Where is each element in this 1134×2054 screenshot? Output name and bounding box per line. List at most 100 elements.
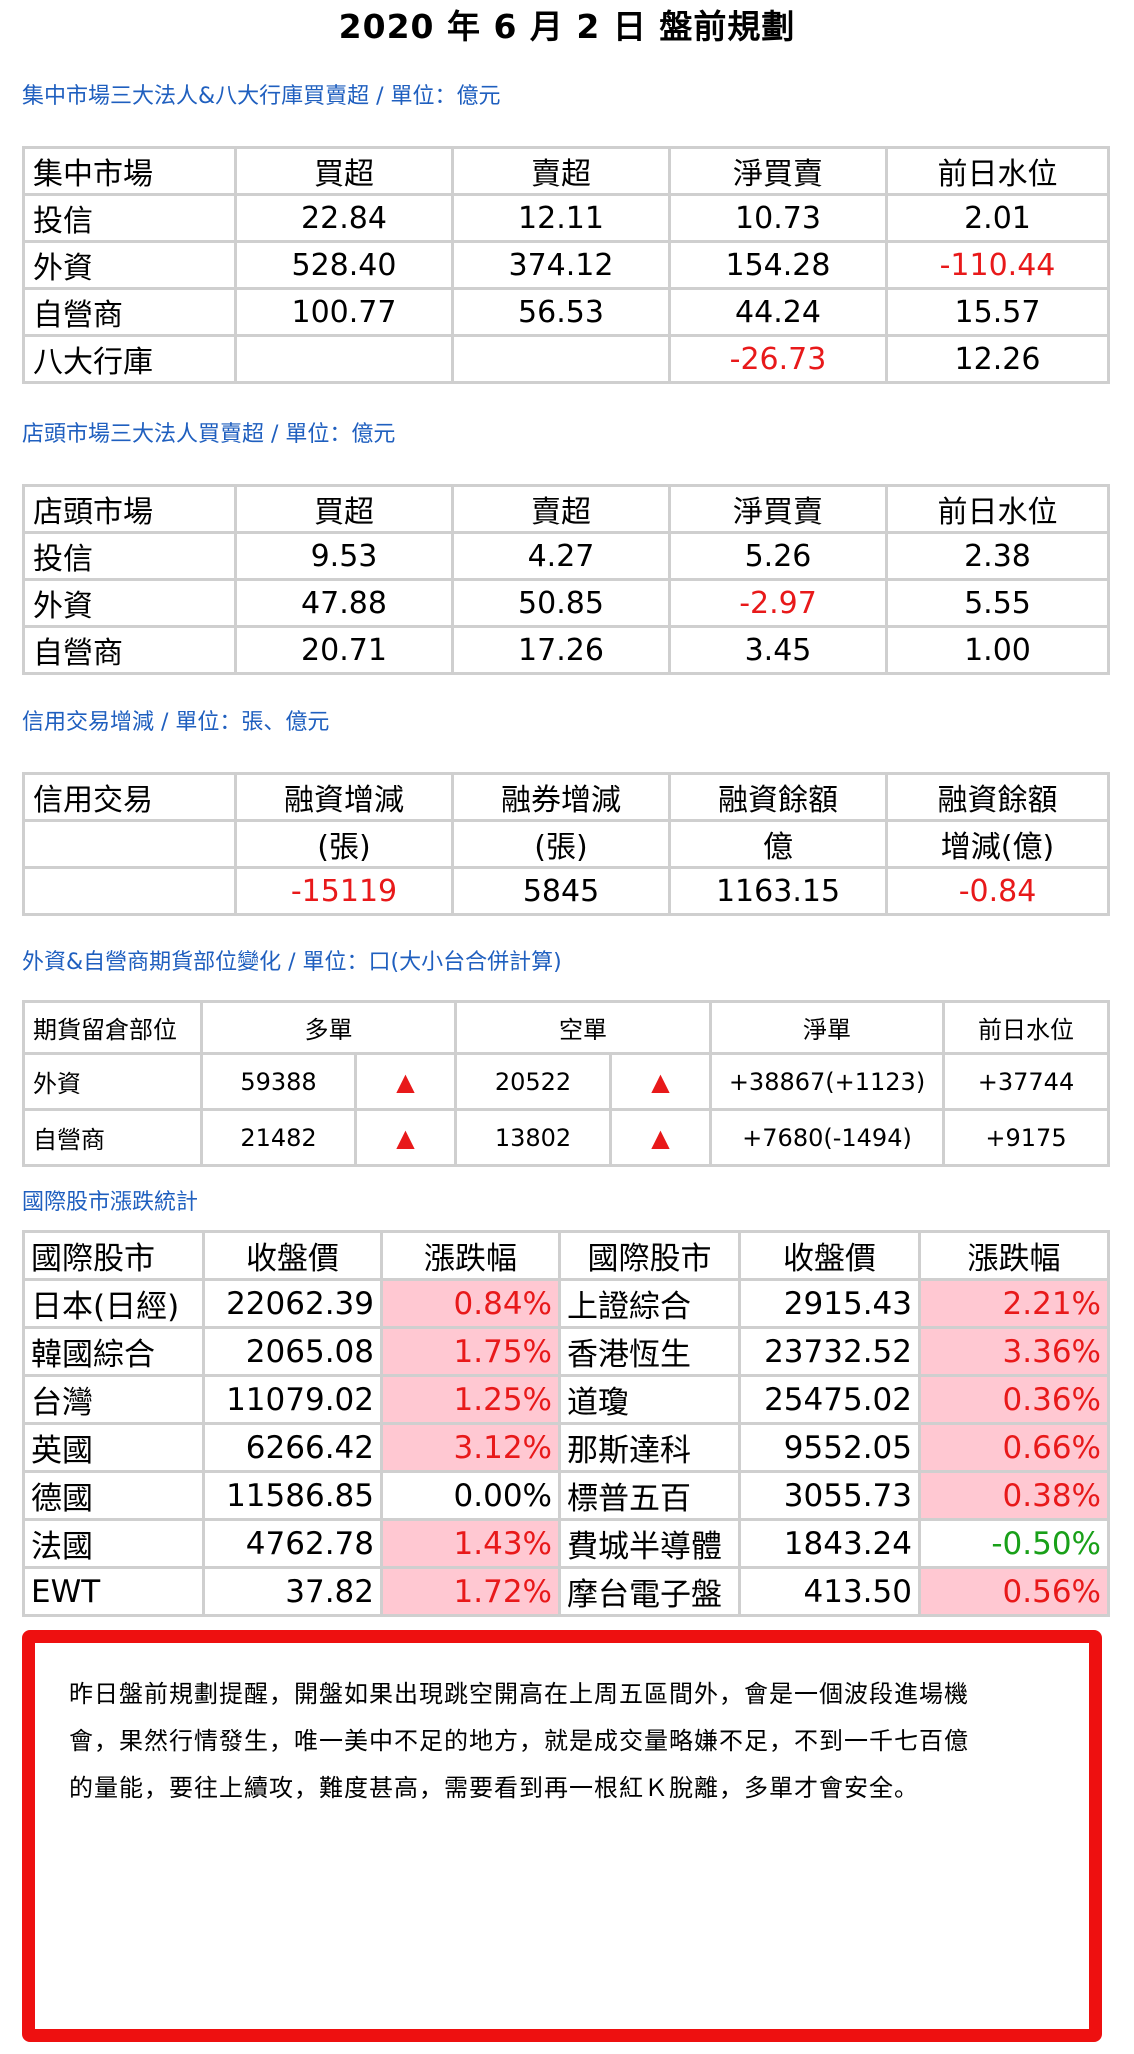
- close-price: 413.50: [738, 1566, 921, 1617]
- row-label: 投信: [22, 193, 237, 243]
- header-cell: 買超: [234, 484, 454, 534]
- table-header-row: 信用交易 融資增減 融券增減 融資餘額 融資餘額: [22, 772, 1110, 822]
- table-row: 日本(日經) 22062.39 0.84% 上證綜合 2915.43 2.21%: [22, 1278, 1110, 1329]
- market-name: 上證綜合: [558, 1278, 741, 1329]
- close-price: 6266.42: [202, 1422, 383, 1473]
- row-label: 外資: [22, 1052, 203, 1111]
- value-cell: -2.97: [668, 578, 888, 628]
- futures-position-caption: 外資&自營商期貨部位變化 / 單位：口(大小台合併計算): [22, 950, 562, 975]
- change-pct: 0.84%: [380, 1278, 561, 1329]
- value-cell: 100.77: [234, 287, 454, 337]
- value-cell: 56.53: [451, 287, 671, 337]
- row-label: 自營商: [22, 287, 237, 337]
- close-price: 11079.02: [202, 1374, 383, 1425]
- close-price: 1843.24: [738, 1518, 921, 1569]
- value-cell: 2.38: [885, 531, 1110, 581]
- header-cell: 國際股市: [22, 1230, 205, 1281]
- market-name: EWT: [22, 1566, 205, 1617]
- row-label: 八大行庫: [22, 334, 237, 384]
- table-row: 八大行庫 -26.73 12.26: [22, 334, 1110, 384]
- table-row: 德國 11586.85 0.00% 標普五百 3055.73 0.38%: [22, 1470, 1110, 1521]
- table-row: 自營商 20.71 17.26 3.45 1.00: [22, 625, 1110, 675]
- table-row: 外資 47.88 50.85 -2.97 5.55: [22, 578, 1110, 628]
- header-cell: 淨買賣: [668, 484, 888, 534]
- market-name: 香港恆生: [558, 1326, 741, 1377]
- value-cell: [22, 866, 237, 916]
- table-row: 外資 528.40 374.12 154.28 -110.44: [22, 240, 1110, 290]
- value-cell: 374.12: [451, 240, 671, 290]
- value-cell: 13802: [454, 1108, 612, 1167]
- change-pct: -0.50%: [918, 1518, 1110, 1569]
- market-name: 標普五百: [558, 1470, 741, 1521]
- change-pct: 3.12%: [380, 1422, 561, 1473]
- market-name: 德國: [22, 1470, 205, 1521]
- futures-position-table: 期貨留倉部位 多單 空單 淨單 前日水位 外資 59388 ▲ 20522 ▲ …: [22, 1000, 1110, 1167]
- row-label: 外資: [22, 578, 237, 628]
- close-price: 23732.52: [738, 1326, 921, 1377]
- close-price: 3055.73: [738, 1470, 921, 1521]
- margin-trading-table: 信用交易 融資增減 融券增減 融資餘額 融資餘額 (張) (張) 億 增減(億)…: [22, 772, 1110, 916]
- row-label: 外資: [22, 240, 237, 290]
- change-pct: 0.56%: [918, 1566, 1110, 1617]
- header-cell: 收盤價: [202, 1230, 383, 1281]
- value-cell: 3.45: [668, 625, 888, 675]
- header-cell: 店頭市場: [22, 484, 237, 534]
- intl-market-caption: 國際股市漲跌統計: [22, 1190, 199, 1215]
- value-cell: 5.55: [885, 578, 1110, 628]
- change-pct: 0.36%: [918, 1374, 1110, 1425]
- market-name: 日本(日經): [22, 1278, 205, 1329]
- subheader-cell: 億: [668, 819, 888, 869]
- header-cell: 買超: [234, 146, 454, 196]
- commentary-line: 昨日盤前規劃提醒，開盤如果出現跳空開高在上周五區間外，會是一個波段進場機: [69, 1680, 969, 1708]
- change-pct: 0.00%: [380, 1470, 561, 1521]
- header-cell: 漲跌幅: [380, 1230, 561, 1281]
- commentary-line: 的量能，要往上續攻，難度甚高，需要看到再一根紅Ｋ脫離，多單才會安全。: [69, 1774, 919, 1802]
- change-pct: 2.21%: [918, 1278, 1110, 1329]
- value-cell: 44.24: [668, 287, 888, 337]
- header-cell: 淨單: [709, 1000, 945, 1055]
- table-header-row: 集中市場 買超 賣超 淨買賣 前日水位: [22, 146, 1110, 196]
- value-cell: 4.27: [451, 531, 671, 581]
- table-header-row: 店頭市場 買超 賣超 淨買賣 前日水位: [22, 484, 1110, 534]
- change-pct: 3.36%: [918, 1326, 1110, 1377]
- table-row: 法國 4762.78 1.43% 費城半導體 1843.24 -0.50%: [22, 1518, 1110, 1569]
- table-header-row: 期貨留倉部位 多單 空單 淨單 前日水位: [22, 1000, 1110, 1055]
- value-cell: 9.53: [234, 531, 454, 581]
- listed-market-caption: 集中市場三大法人&八大行庫買賣超 / 單位：億元: [22, 84, 501, 109]
- table-row: 投信 9.53 4.27 5.26 2.38: [22, 531, 1110, 581]
- header-cell: 國際股市: [558, 1230, 741, 1281]
- header-cell: 期貨留倉部位: [22, 1000, 203, 1055]
- market-name: 韓國綜合: [22, 1326, 205, 1377]
- otc-market-caption: 店頭市場三大法人買賣超 / 單位：億元: [22, 422, 396, 447]
- row-label: 投信: [22, 531, 237, 581]
- value-cell: 1.00: [885, 625, 1110, 675]
- value-cell: +37744: [942, 1052, 1110, 1111]
- otc-market-table: 店頭市場 買超 賣超 淨買賣 前日水位 投信 9.53 4.27 5.26 2.…: [22, 484, 1110, 675]
- table-row: 投信 22.84 12.11 10.73 2.01: [22, 193, 1110, 243]
- header-cell: 前日水位: [885, 484, 1110, 534]
- row-label: 自營商: [22, 625, 237, 675]
- value-cell: 15.57: [885, 287, 1110, 337]
- change-pct: 1.72%: [380, 1566, 561, 1617]
- change-pct: 1.25%: [380, 1374, 561, 1425]
- value-cell: 5845: [451, 866, 671, 916]
- margin-trading-caption: 信用交易增減 / 單位：張、億元: [22, 710, 330, 735]
- change-pct: 1.75%: [380, 1326, 561, 1377]
- value-cell: 17.26: [451, 625, 671, 675]
- header-cell: 賣超: [451, 484, 671, 534]
- table-row: 台灣 11079.02 1.25% 道瓊 25475.02 0.36%: [22, 1374, 1110, 1425]
- row-label: 自營商: [22, 1108, 203, 1167]
- value-cell: 5.26: [668, 531, 888, 581]
- value-cell: -0.84: [885, 866, 1110, 916]
- table-row: 外資 59388 ▲ 20522 ▲ +38867(+1123) +37744: [22, 1052, 1110, 1111]
- header-cell: 融資餘額: [668, 772, 888, 822]
- up-arrow-icon: ▲: [609, 1052, 712, 1111]
- table-row: EWT 37.82 1.72% 摩台電子盤 413.50 0.56%: [22, 1566, 1110, 1617]
- table-row: 自營商 100.77 56.53 44.24 15.57: [22, 287, 1110, 337]
- value-cell: +7680(-1494): [709, 1108, 945, 1167]
- table-row: 自營商 21482 ▲ 13802 ▲ +7680(-1494) +9175: [22, 1108, 1110, 1167]
- value-cell: 2.01: [885, 193, 1110, 243]
- page-title: 2020 年 6 月 2 日 盤前規劃: [338, 7, 796, 46]
- change-pct: 0.38%: [918, 1470, 1110, 1521]
- close-price: 2915.43: [738, 1278, 921, 1329]
